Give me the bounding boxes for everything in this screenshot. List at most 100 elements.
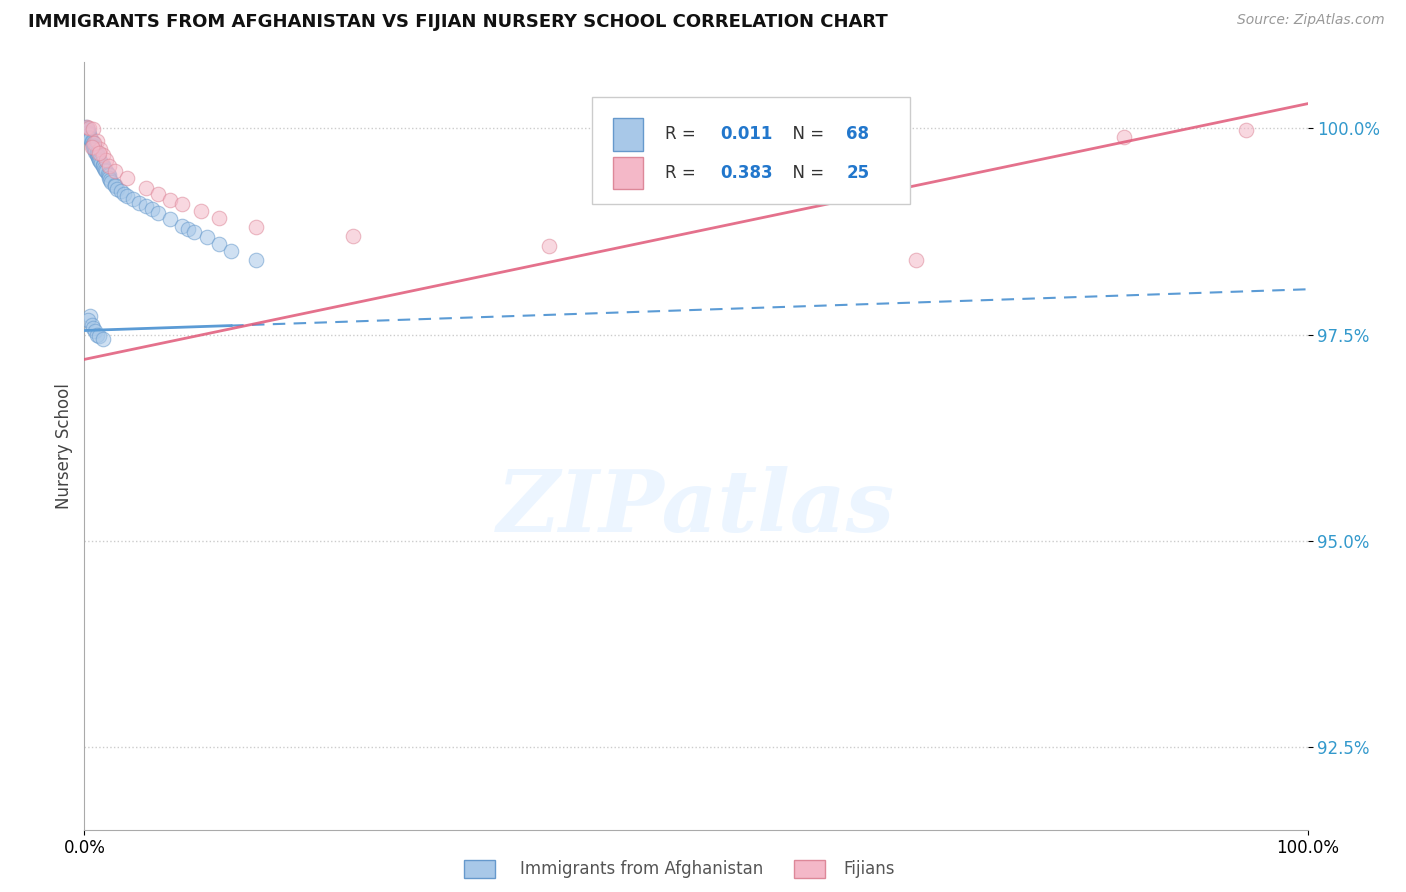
Point: [538, 238, 561, 252]
Point: [76, 120, 98, 135]
Point: [82, 136, 104, 151]
Point: [245, 220, 267, 235]
Point: [82, 321, 104, 335]
Point: [97, 159, 120, 173]
Point: [93, 161, 115, 175]
Point: [82, 138, 104, 153]
Point: [77, 127, 100, 141]
Point: [245, 253, 267, 268]
Point: [87, 150, 110, 164]
Point: [122, 193, 145, 207]
Point: [77, 120, 100, 135]
Point: [87, 146, 110, 161]
Point: [1236, 123, 1258, 137]
Point: [87, 329, 110, 343]
Point: [83, 141, 105, 155]
FancyBboxPatch shape: [592, 97, 910, 204]
Point: [79, 131, 101, 145]
Point: [112, 186, 135, 201]
Point: [75, 120, 97, 134]
Text: Immigrants from Afghanistan: Immigrants from Afghanistan: [520, 860, 763, 878]
Point: [83, 139, 105, 153]
Point: [77, 129, 100, 144]
Point: [905, 253, 928, 268]
Point: [159, 193, 181, 207]
Text: 68: 68: [846, 126, 869, 144]
Point: [82, 122, 104, 136]
Point: [79, 132, 101, 146]
Point: [91, 158, 114, 172]
Point: [89, 142, 111, 156]
Point: [96, 153, 118, 167]
Point: [94, 162, 117, 177]
Point: [87, 153, 110, 167]
Point: [97, 167, 120, 181]
Point: [77, 127, 100, 141]
Point: [219, 244, 242, 258]
Text: 25: 25: [846, 164, 869, 182]
Point: [208, 236, 231, 251]
Point: [91, 148, 114, 162]
Point: [86, 146, 108, 161]
Point: [97, 170, 120, 185]
Point: [135, 181, 157, 195]
Point: [77, 128, 100, 142]
Point: [115, 189, 138, 203]
Point: [91, 160, 114, 174]
Text: N =: N =: [782, 126, 830, 144]
Point: [172, 219, 194, 233]
Point: [80, 318, 103, 332]
Point: [84, 324, 107, 338]
Text: R =: R =: [665, 126, 702, 144]
Point: [104, 164, 127, 178]
Point: [177, 222, 200, 236]
Point: [87, 152, 110, 166]
Y-axis label: Nursery School: Nursery School: [55, 383, 73, 509]
Text: Fijians: Fijians: [844, 860, 896, 878]
Point: [97, 169, 120, 183]
Point: [135, 199, 157, 213]
FancyBboxPatch shape: [613, 157, 644, 189]
Point: [86, 327, 108, 342]
Point: [83, 142, 105, 156]
Point: [104, 178, 127, 192]
Point: [76, 120, 98, 134]
Point: [86, 148, 108, 162]
Point: [86, 145, 108, 160]
Point: [90, 156, 112, 170]
Point: [190, 203, 212, 218]
Text: 0.383: 0.383: [720, 164, 773, 182]
Point: [208, 211, 231, 225]
Point: [83, 136, 105, 151]
Point: [79, 309, 101, 323]
Text: N =: N =: [782, 164, 830, 182]
Text: R =: R =: [665, 164, 702, 182]
Point: [128, 195, 150, 210]
Point: [195, 230, 218, 244]
Point: [80, 139, 103, 153]
Point: [172, 197, 194, 211]
Point: [80, 134, 103, 148]
FancyBboxPatch shape: [613, 119, 644, 151]
Text: ZIPatlas: ZIPatlas: [496, 466, 896, 549]
Point: [84, 143, 107, 157]
Text: 0.011: 0.011: [720, 126, 773, 144]
Point: [79, 130, 101, 145]
Point: [77, 125, 100, 139]
Point: [141, 202, 163, 217]
Point: [76, 122, 98, 136]
Point: [84, 145, 107, 159]
Point: [146, 205, 169, 219]
Point: [105, 181, 128, 195]
Point: [86, 134, 108, 148]
Point: [104, 179, 127, 194]
Point: [100, 175, 122, 189]
Text: Source: ZipAtlas.com: Source: ZipAtlas.com: [1237, 13, 1385, 28]
Point: [159, 212, 181, 227]
Point: [98, 172, 121, 186]
Point: [342, 228, 364, 243]
Point: [77, 313, 100, 327]
Point: [89, 154, 111, 169]
Point: [1114, 129, 1136, 144]
Point: [146, 187, 169, 202]
